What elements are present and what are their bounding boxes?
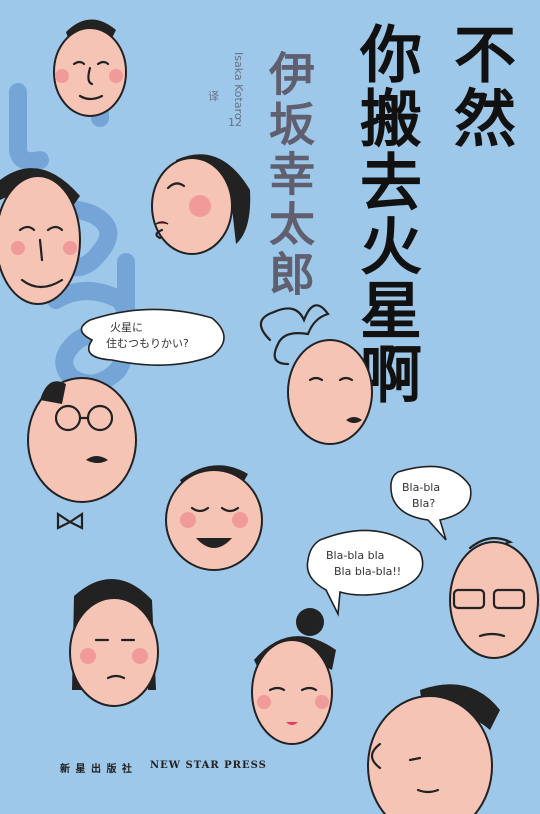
volume-number: 12 <box>228 116 242 129</box>
face-bun <box>251 608 336 745</box>
author-romaji: Isaka Kotaro <box>232 52 245 120</box>
title-line-2: 你搬去火星啊 <box>349 22 422 406</box>
face-right-glasses <box>449 537 539 659</box>
bubble-bla-line-1: Bla-bla <box>402 481 441 494</box>
face-bottom-right <box>367 684 500 814</box>
author-name: 伊坂幸太郎 <box>262 50 316 300</box>
translator-mark: 译 <box>208 90 219 103</box>
bubble-bla-line-3: Bla-bla bla <box>326 549 385 562</box>
face-woman-upper <box>151 154 251 255</box>
face-left-freckles <box>0 168 81 305</box>
title-line-1: 不然 <box>443 22 516 150</box>
bubble-bla-line-4: Bla bla-bla!! <box>334 565 402 578</box>
face-smiling <box>165 465 263 571</box>
publisher-chinese: 新 星 出 版 社 <box>60 764 133 775</box>
bubble-bla-small <box>390 465 472 541</box>
bubble-bla-large <box>306 529 424 617</box>
publisher-english: NEW STAR PRESS <box>150 760 267 771</box>
bubble-bla-line-2: Bla? <box>412 497 436 510</box>
bubble-jp-line-2: 住むつもりかい? <box>106 337 189 350</box>
face-glasses-mustache <box>27 377 137 530</box>
face-curly-hair <box>259 304 373 445</box>
face-bangs <box>69 578 159 707</box>
face-top <box>53 19 127 117</box>
bubble-japanese <box>80 308 225 366</box>
bubble-jp-line-1: 火星に <box>110 321 143 334</box>
